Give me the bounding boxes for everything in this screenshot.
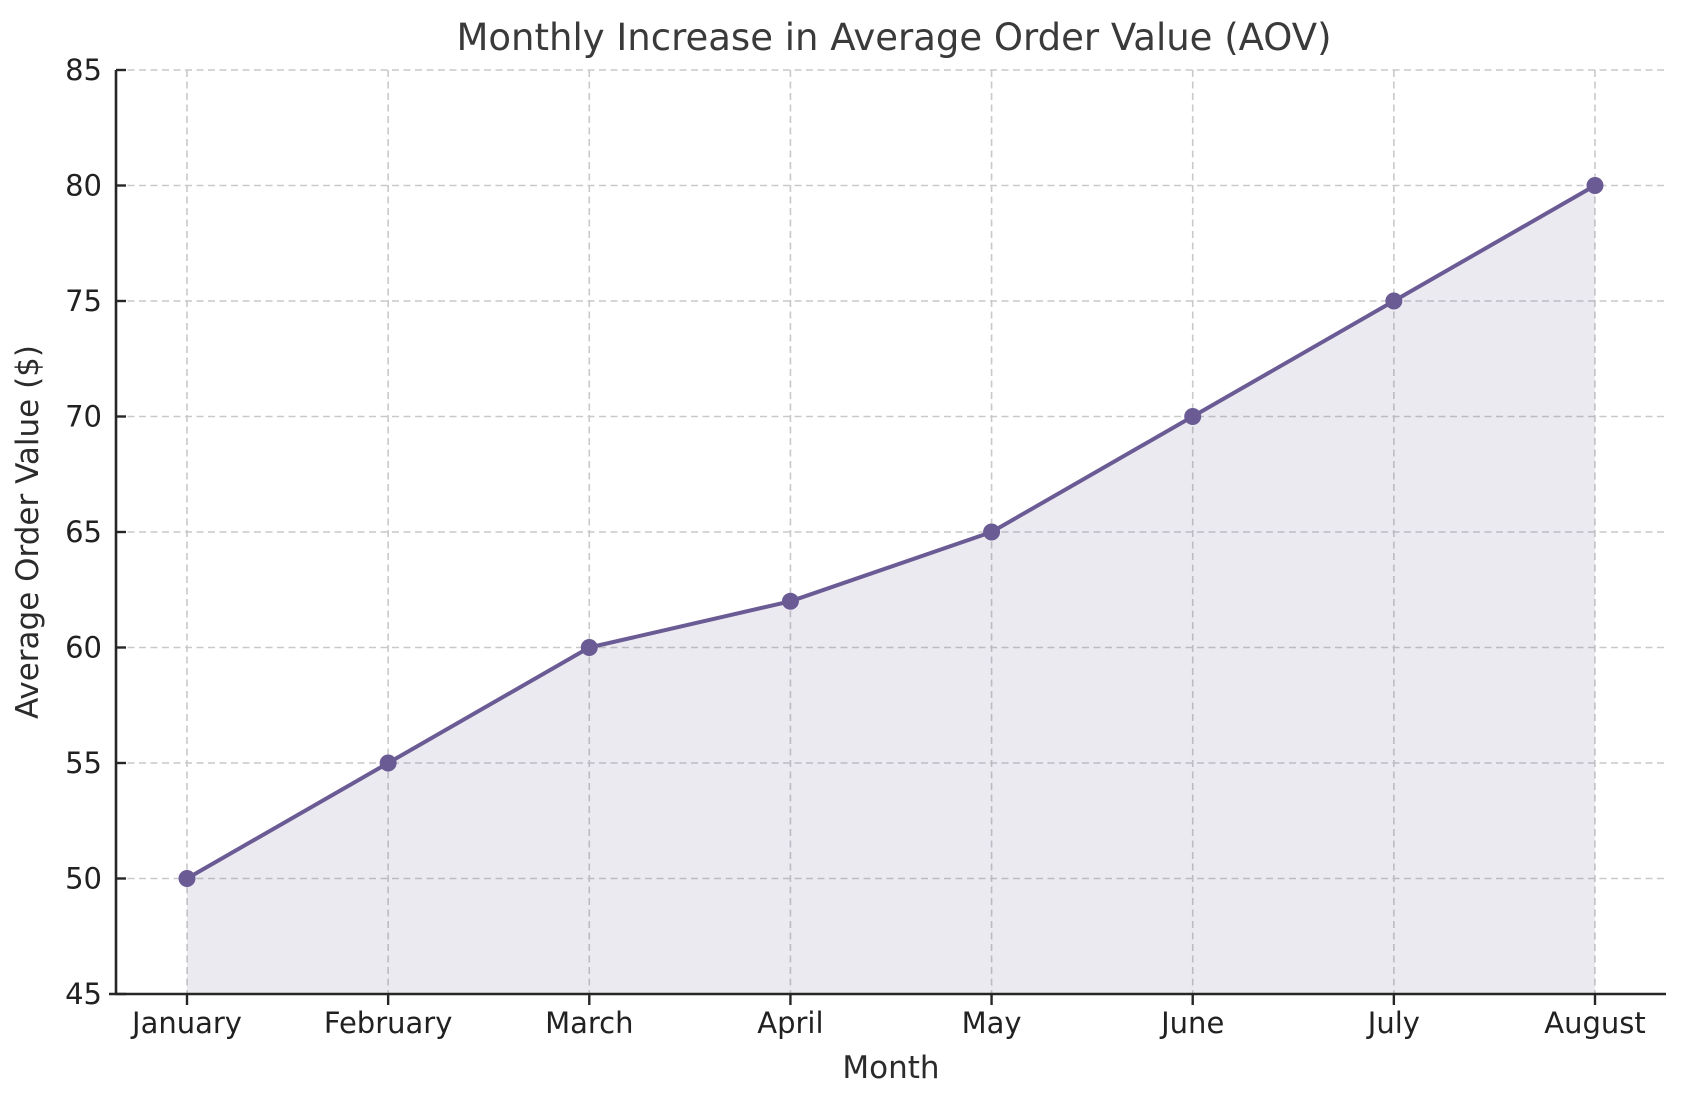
data-point-august: [1586, 177, 1604, 194]
x-tick-label-august: August: [1544, 1006, 1646, 1040]
y-tick-label-55: 55: [65, 746, 102, 780]
x-tick-label-june: June: [1159, 1006, 1224, 1040]
tick-label-layer: January February March April May June July Augu…: [65, 53, 1646, 1040]
aov-line: [185, 183, 1597, 881]
data-point-march: [580, 639, 598, 656]
marker-layer: [178, 177, 1604, 887]
y-tick-label-80: 80: [65, 169, 102, 203]
y-tick-label-75: 75: [65, 284, 102, 318]
x-axis-label: Month: [842, 1050, 939, 1086]
x-tick-label-march: March: [545, 1006, 633, 1040]
tick-layer: [116, 68, 1597, 1005]
data-point-january: [178, 870, 196, 887]
data-point-april: [781, 592, 799, 610]
y-tick-label-85: 85: [65, 53, 102, 87]
y-tick-label-45: 45: [65, 977, 102, 1011]
data-point-june: [1184, 408, 1202, 425]
x-tick-label-april: April: [757, 1006, 823, 1040]
y-tick-label-50: 50: [65, 862, 102, 896]
y-tick-label-65: 65: [65, 515, 102, 549]
y-tick-label-70: 70: [65, 400, 102, 434]
x-tick-label-january: January: [130, 1006, 242, 1040]
chart-title: Monthly Increase in Average Order Value …: [456, 16, 1331, 59]
y-tick-label-60: 60: [65, 631, 102, 665]
data-point-july: [1385, 292, 1403, 310]
data-point-february: [379, 754, 397, 772]
x-tick-label-may: May: [962, 1006, 1022, 1040]
grid-layer: [116, 69, 1666, 995]
y-axis-label: Average Order Value ($): [10, 345, 46, 719]
x-tick-label-february: February: [324, 1006, 453, 1040]
data-point-may: [983, 523, 1001, 541]
x-tick-label-july: July: [1366, 1006, 1420, 1040]
line-layer: [185, 183, 1597, 881]
